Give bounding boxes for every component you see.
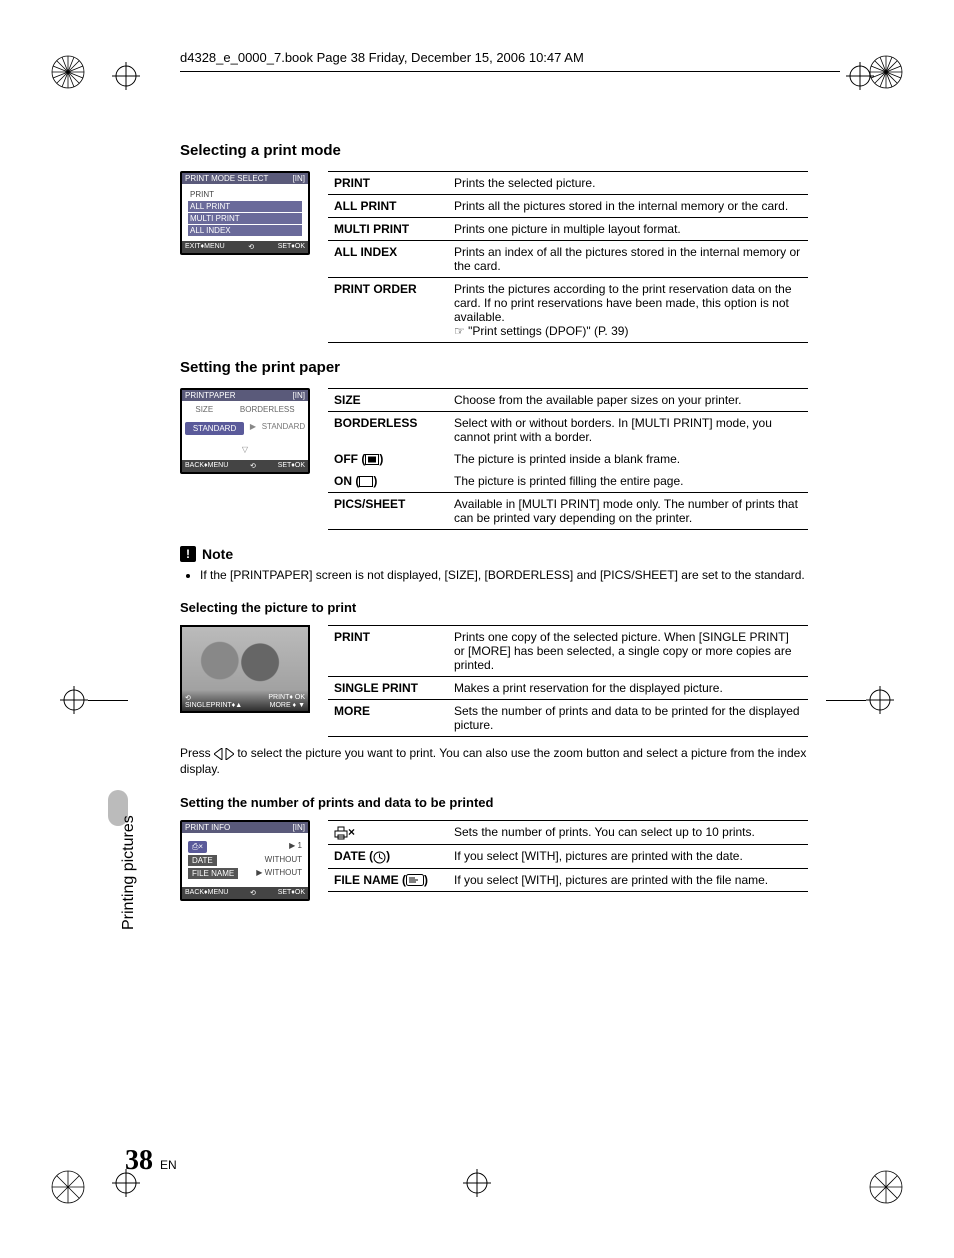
clock-icon — [373, 851, 386, 864]
note-list: If the [PRINTPAPER] screen is not displa… — [200, 568, 820, 582]
section4-title: Setting the number of prints and data to… — [180, 795, 820, 810]
left-right-arrow-icon — [214, 748, 234, 760]
def-key: PRINT — [328, 172, 448, 195]
lcd-option: STANDARD — [185, 422, 244, 435]
lcd-footer-right: SET♦OK — [278, 889, 305, 897]
def-key: SINGLE PRINT — [328, 677, 448, 700]
lcd-item: PRINT — [188, 189, 302, 200]
def-key: SIZE — [328, 389, 448, 412]
note-item: If the [PRINTPAPER] screen is not displa… — [200, 568, 820, 582]
lcd-title: PRINTPAPER — [185, 391, 236, 400]
lcd-row-key: DATE — [188, 855, 217, 866]
lcd-footer-right: SET♦OK — [278, 243, 305, 251]
header-rule — [180, 71, 840, 72]
cross-ref: ☞ "Print settings (DPOF)" (P. 39) — [454, 324, 628, 338]
def-val: Choose from the available paper sizes on… — [448, 389, 808, 412]
crop-mark-star — [868, 1169, 904, 1210]
def-subkey: ON () — [328, 470, 448, 493]
def-val: Available in [MULTI PRINT] mode only. Th… — [448, 493, 808, 530]
section2-title: Setting the print paper — [180, 359, 820, 376]
lcd-row-key: FILE NAME — [188, 868, 238, 879]
lcd-col-header: SIZE — [195, 405, 213, 414]
note-badge-icon: ! — [180, 546, 196, 562]
lcd-title: PRINT INFO — [185, 823, 230, 832]
def-val: Makes a print reservation for the displa… — [448, 677, 808, 700]
section1-title: Selecting a print mode — [180, 142, 820, 159]
def-val: The picture is printed filling the entir… — [448, 470, 808, 493]
def-val: Sets the number of prints and data to be… — [448, 700, 808, 737]
lcd-row-val: 1 — [298, 841, 302, 850]
lcd-item-selected: MULTI PRINT — [188, 213, 302, 224]
def-val: Prints the selected picture. — [448, 172, 808, 195]
def-key: × — [328, 821, 448, 845]
page-number: 38 EN — [125, 1145, 177, 1177]
card-icon — [406, 874, 424, 886]
def-key: PRINT — [328, 626, 448, 677]
def-val: Prints one copy of the selected picture.… — [448, 626, 808, 677]
lcd-print-info: PRINT INFO[IN] ⎙×▶ 1 DATEWITHOUT FILE NA… — [180, 820, 310, 901]
lcd-print-mode-select: PRINT MODE SELECT [IN] PRINT ALL PRINT MU… — [180, 171, 310, 255]
picture-select-table: PRINTPrints one copy of the selected pic… — [328, 625, 808, 737]
lcd-row-key: ⎙× — [188, 841, 207, 853]
hud-text: SINGLEPRINT♦▲ — [185, 702, 242, 709]
lcd-option: STANDARD — [262, 422, 305, 435]
lcd-tag: [IN] — [293, 391, 305, 400]
def-val: If you select [WITH], pictures are print… — [448, 845, 808, 868]
frame-empty-icon — [359, 476, 373, 487]
lcd-col-header: BORDERLESS — [240, 405, 295, 414]
lcd-tag: [IN] — [293, 823, 305, 832]
crop-mark-circle — [463, 1169, 491, 1202]
lcd-footer-left: BACK♦MENU — [185, 462, 228, 470]
lcd-title: PRINT MODE SELECT — [185, 174, 268, 183]
def-key: FILE NAME () — [328, 868, 448, 891]
crop-rule — [826, 700, 866, 701]
section3-title: Selecting the picture to print — [180, 600, 820, 615]
side-section-label: Printing pictures — [120, 815, 138, 930]
def-subkey: OFF () — [328, 448, 448, 470]
def-key: BORDERLESS — [328, 412, 448, 449]
print-mode-table: PRINTPrints the selected picture. ALL PR… — [328, 171, 808, 343]
def-key: MORE — [328, 700, 448, 737]
def-key: ALL INDEX — [328, 241, 448, 278]
crop-mark-circle — [866, 686, 894, 719]
lcd-picture-select: ⟲PRINT♦ OK SINGLEPRINT♦▲MORE ♦ ▼ — [180, 625, 310, 713]
def-val: Prints the pictures according to the pri… — [448, 278, 808, 343]
lcd-item-selected: ALL INDEX — [188, 225, 302, 236]
lcd-footer-right: SET♦OK — [278, 462, 305, 470]
hud-text: MORE ♦ ▼ — [270, 702, 305, 709]
def-val: If you select [WITH], pictures are print… — [448, 868, 808, 891]
def-val: Select with or without borders. In [MULT… — [448, 412, 808, 449]
lcd-row-val: WITHOUT — [265, 868, 302, 877]
lcd-footer-left: BACK♦MENU — [185, 889, 228, 897]
crop-mark-circle — [846, 62, 874, 95]
lcd-item-selected: ALL PRINT — [188, 201, 302, 212]
section3-body: Press to select the picture you want to … — [180, 745, 820, 777]
hud-text: PRINT♦ OK — [268, 694, 305, 702]
crop-mark-star — [50, 54, 86, 95]
lcd-footer-left: EXIT♦MENU — [185, 243, 225, 251]
def-val: The picture is printed inside a blank fr… — [448, 448, 808, 470]
def-val: Prints all the pictures stored in the in… — [448, 195, 808, 218]
note-title: Note — [202, 546, 233, 562]
lcd-row-val: WITHOUT — [265, 855, 302, 866]
print-info-table: ×Sets the number of prints. You can sele… — [328, 820, 808, 891]
lcd-tag: [IN] — [293, 174, 305, 183]
def-val: Prints one picture in multiple layout fo… — [448, 218, 808, 241]
def-key: DATE () — [328, 845, 448, 868]
def-key: ALL PRINT — [328, 195, 448, 218]
def-key: MULTI PRINT — [328, 218, 448, 241]
def-key: PICS/SHEET — [328, 493, 448, 530]
def-val: Prints an index of all the pictures stor… — [448, 241, 808, 278]
header-book-info: d4328_e_0000_7.book Page 38 Friday, Dece… — [180, 50, 820, 65]
crop-mark-star — [50, 1169, 86, 1210]
def-val: Sets the number of prints. You can selec… — [448, 821, 808, 845]
crop-mark-circle — [60, 686, 88, 719]
frame-filled-icon — [365, 454, 379, 465]
def-key: PRINT ORDER — [328, 278, 448, 343]
print-paper-table: SIZEChoose from the available paper size… — [328, 388, 808, 530]
lcd-printpaper: PRINTPAPER[IN] SIZE BORDERLESS STANDARD … — [180, 388, 310, 474]
printer-count-icon — [334, 826, 348, 840]
